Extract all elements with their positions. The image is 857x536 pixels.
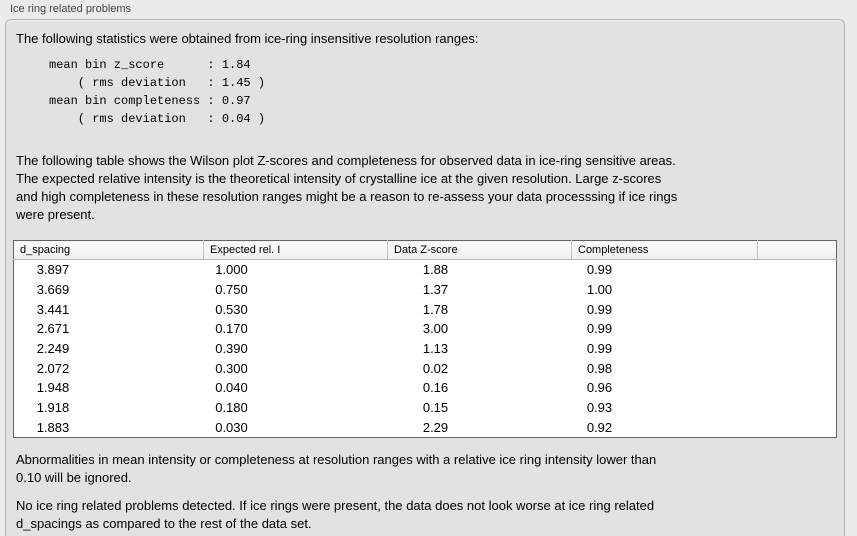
table-body: 3.897 1.000 1.88 0.99 3.669 0.750 1.37 1.00 3.44…: [14, 260, 837, 438]
cell-value: 1.00: [586, 282, 613, 298]
table-row[interactable]: 1.918 0.180 0.15 0.93: [14, 398, 837, 418]
column-header-empty: [757, 240, 837, 260]
cell-value: 0.040: [215, 380, 248, 396]
column-header-expected-rel-i[interactable]: Expected rel. I: [203, 240, 388, 260]
cell-value: 3.897: [36, 262, 70, 278]
cell-value: 1.78: [422, 301, 449, 317]
section-title: Ice ring related problems: [10, 3, 132, 15]
column-header-completeness[interactable]: Completeness: [571, 240, 758, 260]
cell-empty: [758, 398, 837, 418]
table-row[interactable]: 2.072 0.300 0.02 0.98: [14, 358, 837, 378]
table-row[interactable]: 3.441 0.530 1.78 0.99: [14, 299, 837, 319]
table-row[interactable]: 1.883 0.030 2.29 0.92: [14, 418, 837, 438]
cell-empty: [758, 260, 837, 280]
cell-empty: [758, 378, 837, 398]
cell-value: 3.441: [36, 301, 70, 317]
table-row[interactable]: 1.948 0.040 0.16 0.96: [14, 378, 837, 398]
ignore-threshold-text: Abnormalities in mean intensity or compl…: [16, 452, 657, 486]
cell-value: 2.29: [422, 419, 449, 435]
cell-value: 2.249: [36, 341, 70, 357]
conclusion-text: No ice ring related problems detected. I…: [16, 498, 655, 532]
cell-value: 0.92: [586, 419, 613, 435]
cell-value: 1.883: [36, 419, 70, 435]
cell-empty: [758, 418, 837, 438]
cell-value: 2.072: [36, 360, 70, 376]
cell-value: 1.13: [422, 341, 449, 357]
table-header: d_spacing Expected rel. I Data Z-score C…: [13, 240, 837, 260]
cell-value: 0.98: [586, 360, 613, 376]
cell-value: 0.15: [422, 400, 449, 416]
cell-value: 1.37: [422, 282, 449, 298]
table-row[interactable]: 2.249 0.390 1.13 0.99: [14, 339, 837, 359]
cell-empty: [758, 339, 837, 359]
cell-value: 0.390: [215, 341, 248, 357]
cell-value: 1.88: [422, 262, 449, 278]
cell-value: 0.300: [215, 360, 248, 376]
cell-value: 0.180: [215, 400, 248, 416]
cell-empty: [758, 299, 837, 319]
cell-value: 1.000: [215, 262, 248, 278]
column-header-data-z-score[interactable]: Data Z-score: [387, 240, 572, 260]
cell-value: 0.16: [422, 380, 449, 396]
table-row[interactable]: 3.669 0.750 1.37 1.00: [14, 280, 837, 300]
cell-value: 0.96: [586, 380, 613, 396]
cell-value: 0.99: [586, 341, 613, 357]
ice-ring-table: d_spacing Expected rel. I Data Z-score C…: [13, 240, 837, 439]
cell-value: 2.671: [36, 321, 70, 337]
cell-empty: [758, 358, 837, 378]
ice-ring-report-panel: The following statistics were obtained f…: [5, 19, 845, 536]
cell-empty: [758, 280, 837, 300]
table-description-text: The following table shows the Wilson plo…: [16, 153, 678, 222]
summary-stats-block: mean bin z_score : 1.84 ( rms deviation …: [49, 58, 266, 126]
cell-value: 0.750: [215, 282, 248, 298]
cell-empty: [758, 319, 837, 339]
cell-value: 0.99: [586, 321, 613, 337]
cell-value: 3.669: [36, 282, 70, 298]
cell-value: 0.99: [586, 262, 613, 278]
intro-text: The following statistics were obtained f…: [16, 31, 479, 46]
cell-value: 0.030: [215, 419, 248, 435]
cell-value: 0.170: [215, 321, 248, 337]
cell-value: 0.02: [422, 360, 449, 376]
cell-value: 3.00: [422, 321, 449, 337]
cell-value: 1.948: [36, 380, 70, 396]
table-row[interactable]: 2.671 0.170 3.00 0.99: [14, 319, 837, 339]
cell-value: 1.918: [36, 400, 70, 416]
cell-value: 0.93: [586, 400, 613, 416]
cell-value: 0.530: [215, 301, 248, 317]
cell-value: 0.99: [586, 301, 613, 317]
table-row[interactable]: 3.897 1.000 1.88 0.99: [14, 260, 837, 280]
column-header-d-spacing[interactable]: d_spacing: [13, 240, 204, 260]
